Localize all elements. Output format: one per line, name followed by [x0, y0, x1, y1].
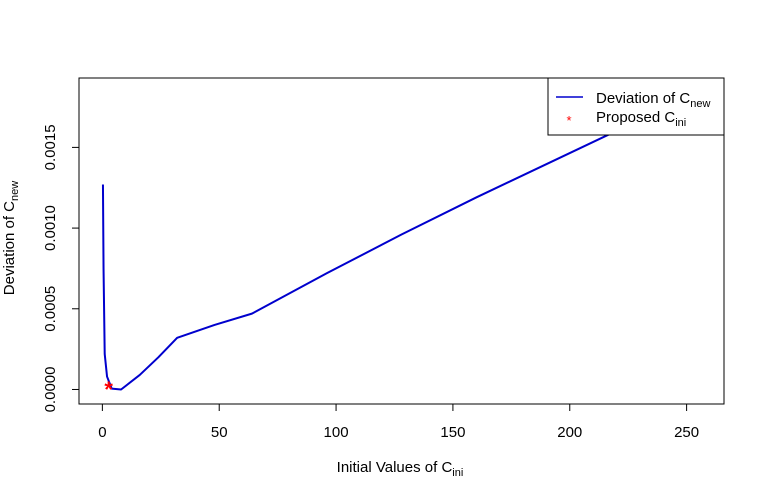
svg-text:Deviation of Cnew: Deviation of Cnew — [1, 181, 21, 295]
legend-star-swatch: * — [566, 113, 571, 128]
x-tick-label: 100 — [324, 424, 349, 441]
y-tick-label: 0.0010 — [42, 205, 59, 251]
x-tick-label: 0 — [98, 424, 106, 441]
y-tick-label: 0.0015 — [42, 124, 59, 170]
legend-entry-1: Deviation of Cnew — [596, 90, 710, 110]
x-tick-label: 150 — [440, 424, 465, 441]
legend-label-1-sub: new — [690, 98, 710, 110]
y-axis: 0.0000 0.0005 0.0010 0.0015 — [42, 124, 80, 413]
y-tick-label: 0.0000 — [42, 367, 59, 413]
y-axis-title-sub: new — [9, 181, 21, 201]
series-layer: * — [101, 90, 702, 402]
x-axis-title-sub: ini — [452, 467, 463, 479]
legend-label-2-main: Proposed C — [596, 109, 675, 126]
y-axis-title: Deviation of Cnew — [1, 181, 21, 295]
series-line-deviation — [101, 90, 702, 391]
x-axis-title-main: Initial Values of C — [337, 459, 453, 476]
y-axis-title-main: Deviation of C — [1, 201, 18, 295]
x-axis-title: Initial Values of Cini — [337, 459, 464, 479]
y-tick-label: 0.0005 — [42, 286, 59, 332]
legend-label-1-main: Deviation of C — [596, 90, 690, 107]
legend: Deviation of Cnew * Proposed Cini — [547, 77, 725, 136]
svg-text:Initial Values of Cini: Initial Values of Cini — [337, 459, 464, 479]
x-axis: 0 50 100 150 200 250 — [98, 403, 699, 441]
legend-entry-2: Proposed Cini — [596, 109, 686, 129]
legend-box — [547, 77, 725, 136]
legend-label-2-sub: ini — [675, 117, 686, 129]
x-tick-label: 50 — [211, 424, 228, 441]
x-tick-label: 200 — [557, 424, 582, 441]
x-tick-label: 250 — [674, 424, 699, 441]
proposed-point-marker: * — [104, 377, 113, 402]
